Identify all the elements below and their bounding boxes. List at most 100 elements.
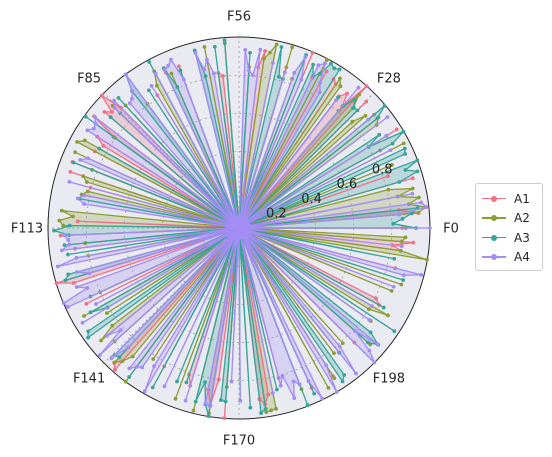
data-point-A4 — [419, 272, 424, 277]
data-point-A4 — [66, 238, 71, 242]
data-point-A1 — [54, 281, 59, 286]
series-lines — [52, 38, 432, 421]
data-point-A4 — [93, 115, 97, 120]
data-point-A4 — [299, 77, 304, 82]
data-point-A4 — [366, 117, 371, 122]
data-point-A4 — [112, 106, 117, 110]
data-point-A2 — [82, 138, 87, 143]
data-point-A3 — [274, 387, 279, 392]
r-tick-label: 0.6 — [337, 177, 358, 192]
data-point-A4 — [118, 328, 123, 332]
data-point-A4 — [59, 248, 64, 253]
data-point-A3 — [117, 355, 122, 360]
data-point-A1 — [176, 64, 181, 69]
data-point-A4 — [385, 115, 390, 119]
data-point-A4 — [323, 61, 328, 66]
data-point-A3 — [71, 160, 76, 165]
data-point-A4 — [239, 226, 244, 230]
data-point-A3 — [409, 211, 414, 216]
data-point-A3 — [402, 146, 407, 151]
data-point-A3 — [178, 68, 183, 73]
data-point-A3 — [203, 74, 208, 79]
data-point-A2 — [340, 341, 345, 346]
theta-tick-label: F56 — [227, 9, 251, 24]
data-point-A3 — [317, 71, 322, 76]
data-point-A4 — [388, 148, 393, 153]
data-point-A4 — [183, 398, 188, 403]
data-point-A3 — [146, 88, 151, 93]
data-point-A1 — [99, 93, 104, 98]
data-point-A2 — [151, 357, 156, 361]
data-point-A3 — [97, 146, 102, 151]
data-point-A4 — [127, 366, 132, 371]
data-point-A4 — [278, 383, 283, 388]
data-point-A4 — [229, 379, 234, 384]
data-point-A3 — [203, 380, 208, 384]
data-point-A3 — [175, 84, 180, 89]
data-point-A1 — [310, 50, 315, 55]
data-point-A2 — [269, 408, 274, 413]
data-point-A4 — [271, 60, 275, 65]
data-point-A2 — [61, 223, 66, 228]
data-point-A4 — [204, 57, 209, 62]
data-point-A2 — [130, 354, 135, 359]
theta-tick-label: F198 — [373, 371, 405, 386]
data-point-A3 — [86, 329, 91, 334]
data-point-A4 — [226, 225, 231, 230]
data-point-A2 — [268, 50, 272, 55]
data-point-A2 — [389, 288, 394, 293]
data-point-A1 — [324, 69, 329, 74]
data-point-A4 — [318, 80, 323, 85]
data-point-A1 — [216, 377, 221, 382]
data-point-A2 — [57, 218, 62, 223]
data-point-A2 — [191, 408, 196, 413]
data-point-A3 — [150, 385, 155, 390]
data-point-A2 — [386, 313, 390, 318]
data-point-A4 — [202, 67, 207, 72]
data-point-A1 — [75, 219, 80, 224]
data-point-A4 — [127, 101, 132, 106]
data-point-A4 — [229, 225, 234, 230]
data-point-A4 — [384, 133, 389, 138]
data-point-A3 — [67, 223, 72, 228]
data-point-A4 — [74, 255, 79, 260]
data-point-A3 — [337, 67, 342, 72]
theta-tick-label: F141 — [73, 371, 105, 386]
data-point-A1 — [102, 109, 107, 114]
data-point-A4 — [140, 365, 145, 370]
data-point-A4 — [367, 348, 372, 353]
data-point-A3 — [305, 403, 310, 408]
data-point-A3 — [279, 45, 284, 49]
data-point-A2 — [398, 248, 403, 253]
data-point-A2 — [425, 257, 429, 262]
data-point-A4 — [375, 342, 380, 347]
data-point-A4 — [75, 196, 80, 201]
data-point-A4 — [74, 270, 79, 274]
data-point-A3 — [391, 221, 396, 226]
data-point-A3 — [212, 44, 217, 49]
data-point-A4 — [166, 63, 170, 68]
data-point-A4 — [87, 271, 92, 276]
data-point-A4 — [130, 96, 134, 101]
data-point-A3 — [206, 414, 211, 419]
data-point-A3 — [368, 330, 373, 335]
data-point-A4 — [162, 384, 167, 389]
data-point-A3 — [392, 256, 397, 261]
data-point-A1 — [411, 240, 416, 245]
data-point-A4 — [152, 364, 156, 369]
theta-tick-label: F170 — [223, 434, 255, 449]
data-point-A4 — [353, 329, 357, 333]
data-point-A1 — [113, 367, 117, 372]
data-point-A2 — [410, 186, 415, 191]
axis-labels: 0.2 0.4 0.6 0.8 F0 F28 F56 F85 F113 F141 F170 F198 — [11, 9, 459, 448]
legend-item-A2: A2 — [482, 209, 536, 229]
data-point-A3 — [390, 141, 395, 146]
legend-label: A2 — [514, 211, 530, 226]
data-point-A3 — [127, 375, 132, 379]
data-point-A4 — [251, 73, 255, 78]
data-point-A3 — [342, 373, 347, 377]
data-point-A4 — [370, 304, 374, 308]
data-point-A3 — [248, 51, 252, 55]
data-point-A3 — [248, 405, 253, 410]
